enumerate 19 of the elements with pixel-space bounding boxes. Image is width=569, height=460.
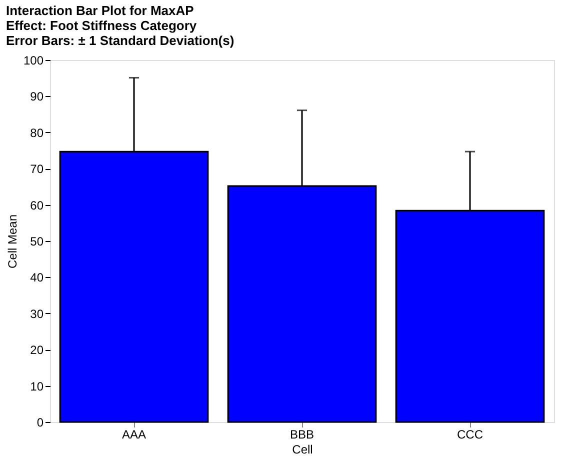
x-tick-label: BBB — [290, 428, 314, 442]
y-tick-label: 60 — [30, 198, 44, 212]
y-tick-label: 20 — [30, 343, 44, 358]
text: Error Bars: ± 1 Standard Deviation(s) — [6, 33, 234, 48]
y-tick-label: 10 — [30, 379, 44, 394]
y-tick-label: 40 — [30, 270, 44, 285]
y-axis-title: Cell Mean — [5, 214, 20, 269]
y-tick-label: 90 — [30, 90, 44, 104]
y-tick-label: 30 — [30, 306, 44, 321]
x-tick-label: CCC — [457, 428, 484, 442]
y-tick-label: 50 — [30, 234, 44, 248]
y-tick-label: 80 — [30, 126, 44, 140]
chart-title: Interaction Bar Plot for MaxAP — [6, 3, 194, 18]
y-tick-label: 0 — [36, 416, 44, 430]
y-tick-label: 70 — [30, 162, 44, 176]
x-axis-title: Cell — [292, 442, 313, 456]
x-tick-label: AAA — [122, 428, 146, 442]
text: Effect: Foot Stiffness Category — [6, 18, 197, 33]
y-tick-label: 100 — [23, 54, 44, 68]
